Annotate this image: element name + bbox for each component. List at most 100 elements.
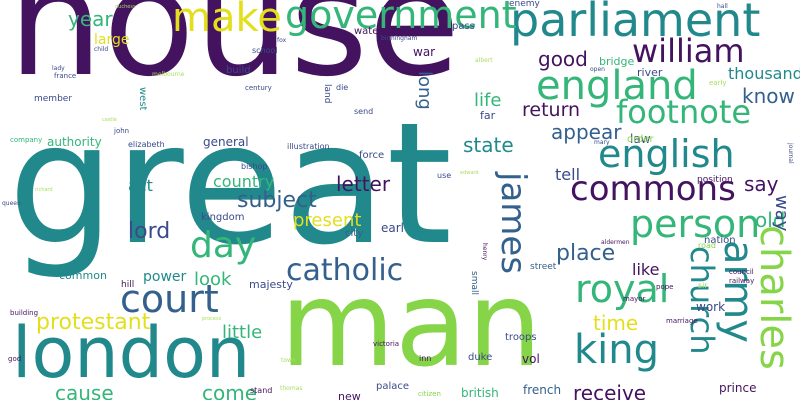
cloud-word-king: king <box>574 327 660 373</box>
cloud-word-french: french <box>523 383 562 397</box>
cloud-word-good: good <box>538 47 588 71</box>
cloud-word-person: person <box>630 202 761 246</box>
cloud-word-lady: lady <box>52 65 65 72</box>
cloud-word-pope: pope <box>656 283 674 291</box>
cloud-word-hall: hall <box>717 3 728 10</box>
cloud-word-look: look <box>194 269 232 290</box>
cloud-word-parliament: parliament <box>510 0 761 47</box>
cloud-word-present: present <box>293 210 362 231</box>
cloud-word-james: james <box>493 172 533 275</box>
cloud-word-england: england <box>536 63 698 109</box>
cloud-word-pass: pass <box>452 21 475 32</box>
cloud-word-like: like <box>632 260 660 279</box>
cloud-word-mayor: mayor <box>623 295 646 303</box>
cloud-word-edward: edward <box>460 170 479 176</box>
cloud-word-company: company <box>10 136 43 144</box>
cloud-word-man: man <box>280 255 543 393</box>
cloud-word-west: west <box>137 87 148 111</box>
cloud-word-use: use <box>437 171 452 180</box>
cloud-word-hill: hill <box>121 280 135 290</box>
cloud-word-god: god <box>8 355 22 363</box>
cloud-word-long: long <box>414 71 435 110</box>
cloud-word-france: france <box>54 72 77 80</box>
cloud-word-william: william <box>632 32 745 70</box>
cloud-word-new: new <box>338 390 361 400</box>
cloud-word-road: road <box>698 241 716 250</box>
cloud-word-small: small <box>469 271 479 295</box>
cloud-word-power: power <box>143 269 187 285</box>
cloud-word-royal: royal <box>575 267 670 311</box>
cloud-word-war: war <box>413 45 436 59</box>
cloud-word-illustration: illustration <box>287 142 330 151</box>
cloud-word-member: member <box>34 94 73 104</box>
cloud-word-child: child <box>94 46 109 53</box>
cloud-word-footnote: footnote <box>616 93 752 131</box>
cloud-word-general: general <box>203 135 249 149</box>
cloud-word-palace: palace <box>376 381 410 392</box>
cloud-word-law: law <box>630 132 651 146</box>
cloud-word-english: english <box>598 132 735 176</box>
cloud-word-bridge: bridge <box>599 55 635 68</box>
cloud-word-richard: richard <box>35 187 53 193</box>
cloud-word-say: say <box>744 172 779 196</box>
cloud-word-john: john <box>114 127 130 135</box>
cloud-word-elizabeth: elizabeth <box>128 140 165 149</box>
cloud-word-kingdom: kingdom <box>201 212 245 223</box>
cloud-word-process: process <box>202 316 222 322</box>
cloud-word-authority: authority <box>47 135 102 149</box>
cloud-word-thousand: thousand <box>728 64 800 83</box>
cloud-word-act: act <box>128 176 153 195</box>
cloud-word-letter: letter <box>336 172 391 196</box>
cloud-word-large: large <box>94 32 130 48</box>
cloud-word-die: die <box>336 83 349 92</box>
cloud-word-prince: prince <box>719 381 757 395</box>
cloud-word-melbourne: melbourne <box>152 71 185 78</box>
cloud-word-duchess: duchess <box>115 4 136 10</box>
cloud-word-marriage: marriage <box>666 317 698 325</box>
cloud-word-country: country <box>213 172 275 191</box>
cloud-word-aldermen: aldermen <box>601 239 630 246</box>
cloud-word-victoria: victoria <box>373 340 400 348</box>
cloud-word-day: day <box>190 225 257 266</box>
cloud-word-life: life <box>474 90 502 111</box>
cloud-word-journal: journal <box>787 143 794 164</box>
cloud-word-building: building <box>10 309 39 317</box>
cloud-word-commons: commons <box>570 169 736 209</box>
cloud-word-council: council <box>729 268 754 276</box>
cloud-word-receive: receive <box>573 381 647 400</box>
cloud-word-open: open <box>590 66 605 73</box>
cloud-word-british: british <box>461 386 499 400</box>
cloud-word-henry: henry <box>481 243 488 261</box>
cloud-word-fox: fox <box>277 37 287 44</box>
cloud-word-century: century <box>245 84 272 92</box>
cloud-word-city: city <box>345 228 364 239</box>
cloud-word-position: position <box>697 175 733 185</box>
cloud-word-come: come <box>202 381 258 400</box>
cloud-word-old: old <box>755 208 786 232</box>
cloud-word-inn: inn <box>419 354 432 363</box>
cloud-word-little: little <box>222 322 263 343</box>
cloud-word-water: water <box>354 26 383 37</box>
cloud-word-vol: vol <box>522 352 540 366</box>
cloud-word-mary: mary <box>594 139 610 146</box>
cloud-word-queen: queen <box>2 200 21 207</box>
cloud-word-catholic: catholic <box>286 253 404 288</box>
cloud-word-earl: earl <box>381 221 405 235</box>
cloud-word-force: force <box>359 150 385 161</box>
cloud-word-tell: tell <box>555 165 581 184</box>
cloud-word-year: year <box>68 7 113 31</box>
cloud-word-work: work <box>696 300 726 314</box>
cloud-word-far: far <box>480 109 496 122</box>
cloud-word-majesty: majesty <box>249 278 293 291</box>
cloud-word-land: land <box>322 84 332 104</box>
cloud-word-great: great <box>8 86 453 282</box>
cloud-word-place: place <box>556 241 616 266</box>
cloud-word-charles: charles <box>751 225 797 370</box>
cloud-word-citizen: citizen <box>418 390 441 398</box>
cloud-word-street: street <box>530 262 557 272</box>
cloud-word-return: return <box>522 99 581 121</box>
cloud-word-make: make <box>172 0 282 41</box>
cloud-word-know: know <box>742 84 795 108</box>
cloud-word-common: common <box>59 269 107 282</box>
